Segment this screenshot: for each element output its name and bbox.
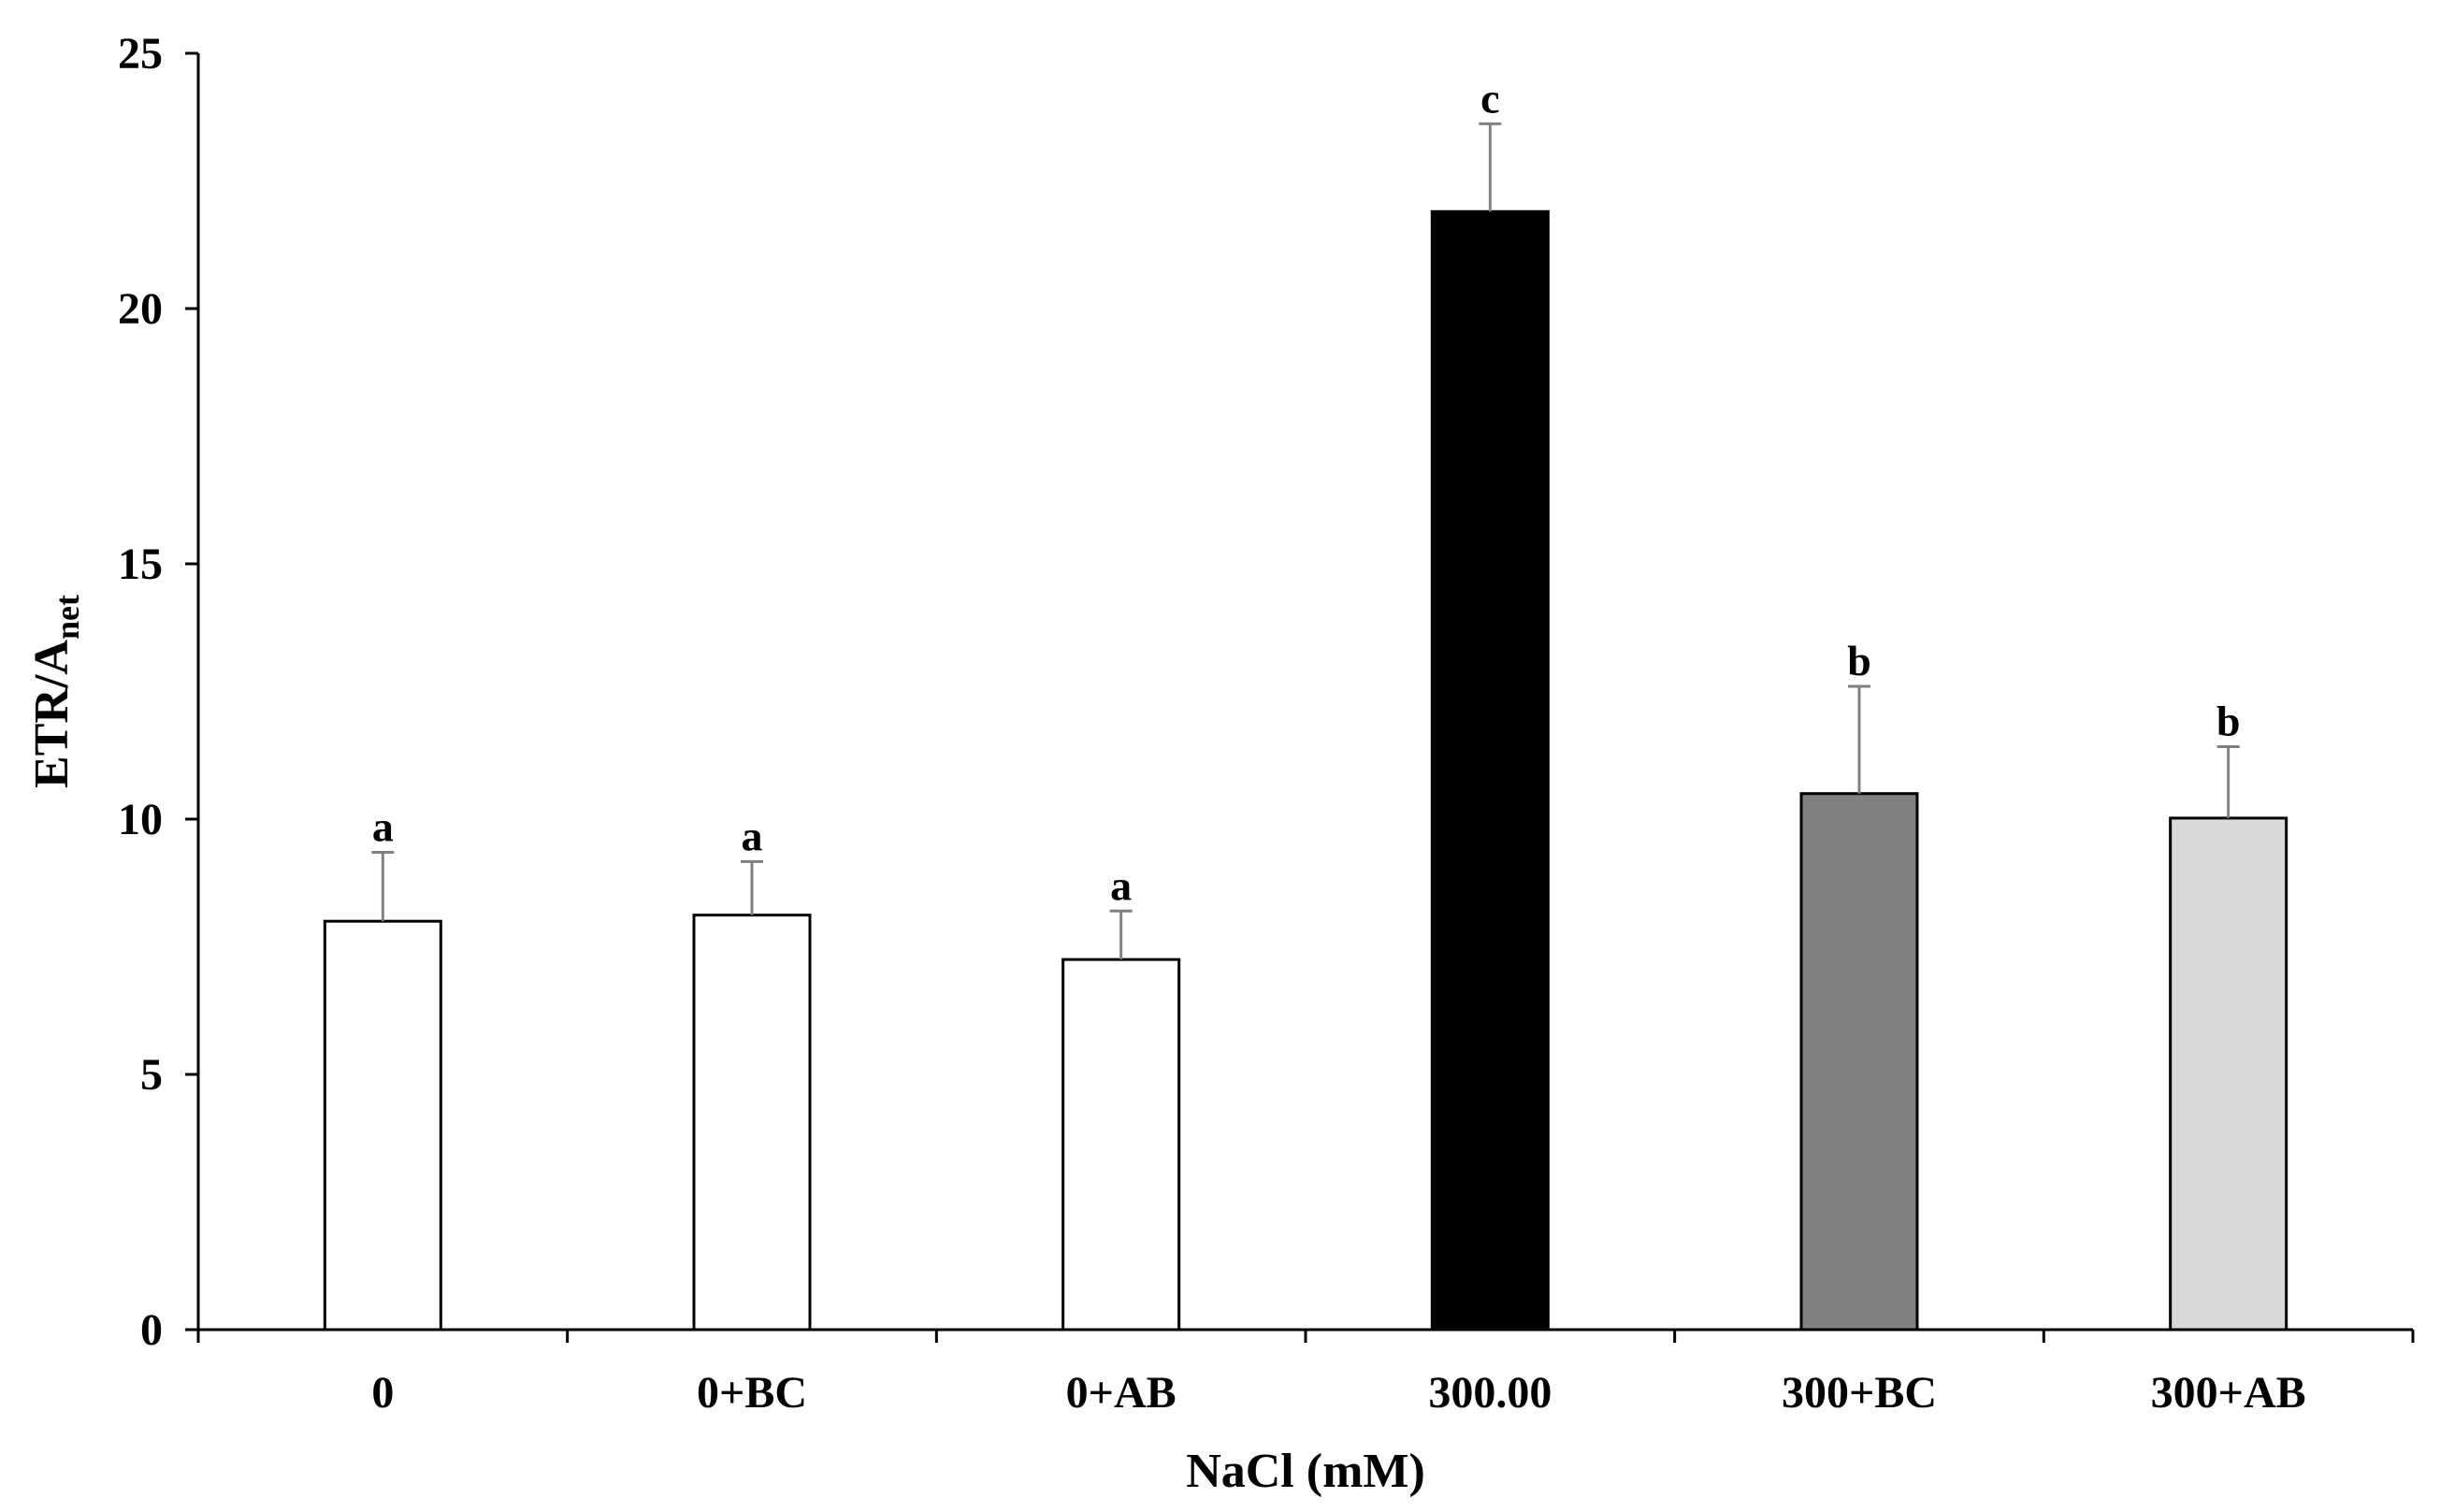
x-axis-title: NaCl (mM) [1186,1445,1425,1498]
x-tick-label: 300+AB [2151,1368,2306,1418]
bar [1061,958,1181,1332]
y-tick-label: 10 [118,795,163,844]
axes-layer [196,53,2413,1332]
y-tick-label: 0 [140,1305,163,1355]
significance-label: b [2216,697,2241,744]
y-tick-label: 15 [118,540,163,589]
y-tick-label: 20 [118,284,163,334]
bar [2169,816,2288,1332]
significance-label: c [1480,74,1499,122]
x-ticks-layer: 0 0+BC 0+AB 300.00 300+BC 300+AB [196,1330,2415,1418]
x-tick-label: 300.00 [1428,1368,1552,1418]
y-axis-title: ETR/Anet [25,595,86,788]
y-axis-title-subscript: net [49,595,86,640]
x-tick-label: 300+BC [1782,1368,1937,1418]
significance-label: a [742,812,763,859]
y-tick-label: 25 [118,29,163,79]
x-tick-label: 0+AB [1066,1368,1177,1418]
bar [323,919,442,1332]
bars-layer [323,209,2288,1332]
x-tick-label: 0+BC [697,1368,807,1418]
bar [1799,792,1919,1332]
x-tick-label: 0 [371,1368,394,1418]
y-tick-label: 5 [140,1050,163,1100]
significance-labels-layer: a a a c b b [372,74,2241,909]
significance-label: b [1847,637,1871,684]
significance-label: a [1110,861,1132,909]
bar [1430,209,1550,1332]
error-bars-layer [371,122,2240,960]
significance-label: a [372,802,394,850]
y-axis-title-main: ETR/A [25,640,79,788]
y-ticks-layer: 0 5 10 15 20 25 [118,29,198,1355]
bar [692,914,812,1332]
